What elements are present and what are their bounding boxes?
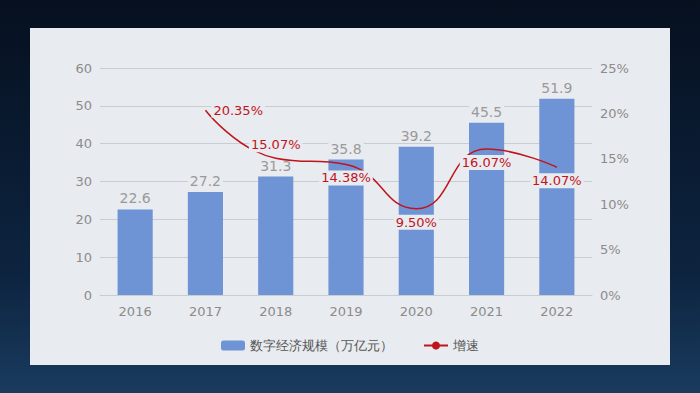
svg-text:20: 20: [75, 212, 92, 227]
svg-text:25%: 25%: [600, 61, 629, 76]
svg-text:31.3: 31.3: [260, 157, 292, 174]
svg-text:35.8: 35.8: [330, 141, 361, 157]
svg-text:60: 60: [75, 61, 92, 76]
svg-text:45.5: 45.5: [471, 104, 502, 120]
svg-text:51.9: 51.9: [541, 80, 572, 96]
svg-text:0: 0: [84, 288, 92, 303]
svg-text:50: 50: [75, 98, 92, 113]
svg-text:2018: 2018: [259, 304, 292, 319]
svg-text:20.35%: 20.35%: [213, 103, 263, 118]
svg-text:0%: 0%: [600, 288, 621, 303]
svg-text:9.50%: 9.50%: [396, 215, 437, 230]
svg-text:27.2: 27.2: [190, 173, 221, 189]
svg-text:39.2: 39.2: [401, 128, 432, 144]
svg-text:2020: 2020: [400, 304, 433, 319]
svg-text:40: 40: [75, 136, 92, 151]
svg-text:2022: 2022: [540, 304, 573, 319]
svg-text:2016: 2016: [119, 304, 152, 319]
svg-text:30: 30: [75, 174, 92, 189]
svg-text:5%: 5%: [600, 242, 621, 257]
svg-text:数字经济规模（万亿元）: 数字经济规模（万亿元）: [250, 338, 393, 353]
svg-text:22.6: 22.6: [120, 190, 151, 206]
svg-text:15.07%: 15.07%: [251, 137, 301, 152]
svg-text:2021: 2021: [470, 304, 503, 319]
svg-text:20%: 20%: [600, 106, 629, 121]
svg-text:增速: 增速: [452, 338, 479, 353]
svg-text:15%: 15%: [600, 151, 629, 166]
svg-text:10%: 10%: [600, 197, 629, 212]
svg-text:10: 10: [75, 250, 92, 265]
svg-text:14.07%: 14.07%: [532, 173, 582, 188]
svg-text:2017: 2017: [189, 304, 222, 319]
svg-text:14.38%: 14.38%: [321, 170, 371, 185]
svg-text:2019: 2019: [329, 304, 362, 319]
svg-text:16.07%: 16.07%: [462, 155, 512, 170]
